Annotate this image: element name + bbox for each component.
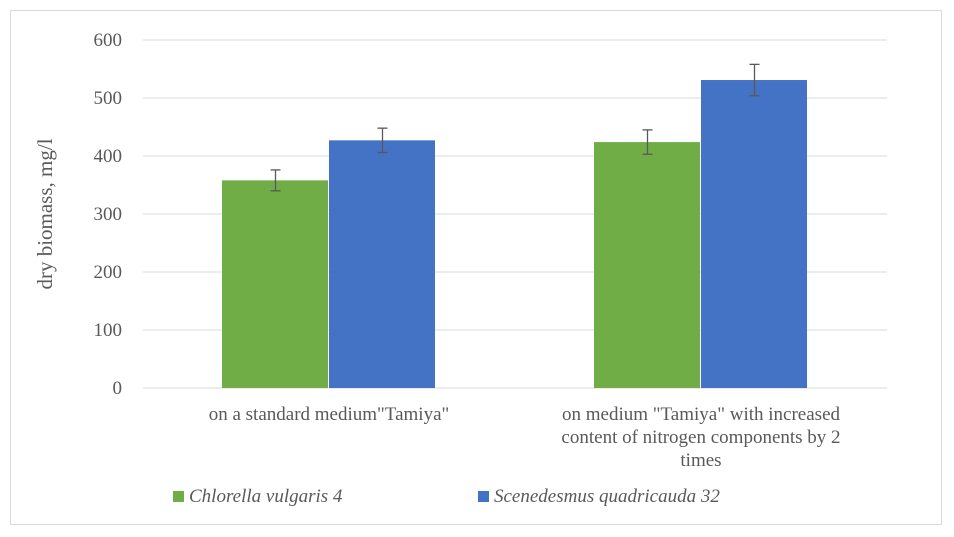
bar	[594, 142, 700, 388]
y-tick-label: 300	[94, 204, 123, 225]
bar	[701, 80, 807, 389]
y-tick-label: 200	[94, 262, 123, 283]
y-tick-label: 0	[113, 378, 123, 399]
legend-swatch	[173, 491, 184, 502]
bar	[329, 140, 435, 388]
y-tick-label: 600	[94, 30, 123, 51]
y-tick-label: 500	[94, 88, 123, 109]
x-category-label: content of nitrogen components by 2	[561, 427, 840, 448]
bar	[222, 180, 328, 388]
x-category-label: on medium "Tamiya" with increased	[562, 404, 840, 425]
legend-swatch	[478, 491, 489, 502]
y-axis-title: dry biomass, mg/l	[33, 138, 57, 289]
legend-label: Scenedesmus quadricauda 32	[494, 486, 720, 507]
x-category-label: times	[680, 450, 721, 471]
y-tick-label: 400	[94, 146, 123, 167]
x-category-label: on a standard medium"Tamiya"	[209, 404, 450, 425]
legend-label: Chlorella vulgaris 4	[189, 486, 343, 507]
y-tick-label: 100	[94, 320, 123, 341]
